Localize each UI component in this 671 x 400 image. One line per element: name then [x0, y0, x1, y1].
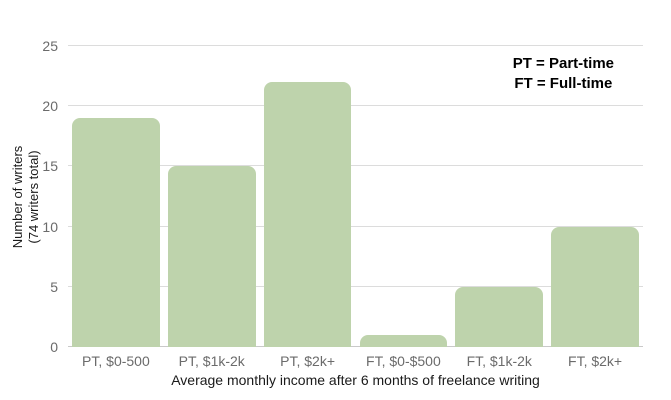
gridline-25	[68, 45, 643, 46]
y-tick-label-15: 15	[42, 158, 58, 175]
bar-pt-0-500	[72, 118, 160, 347]
x-tick-label-5: FT, $2k+	[568, 353, 623, 369]
x-tick-label-4: FT, $1k-2k	[466, 353, 532, 369]
x-tick-label-2: PT, $2k+	[280, 353, 335, 369]
x-tick-label-0: PT, $0-500	[82, 353, 150, 369]
gridline-5	[68, 285, 643, 287]
bar-ft-2k	[551, 226, 639, 347]
x-tick-label-1: PT, $1k-2k	[178, 353, 245, 369]
y-tick-label-25: 25	[42, 38, 58, 54]
y-tick-label-10: 10	[42, 218, 58, 235]
x-axis-title: Average monthly income after 6 months of…	[171, 372, 540, 388]
x-tick-label-3: FT, $0-$500	[366, 353, 441, 369]
bar-ft-1k-2k	[455, 286, 544, 347]
legend-line-part-time: PT = Part-time	[512, 55, 614, 72]
chart-legend: PT = Part-time FT = Full-time	[513, 54, 614, 94]
plot-area	[68, 45, 643, 347]
bar-pt-1k-2k	[167, 166, 256, 347]
bar-ft-0-500	[359, 334, 448, 347]
gridline-15	[68, 165, 643, 167]
bar-pt-2k	[263, 82, 352, 347]
legend-line-full-time: FT = Full-time	[514, 75, 613, 92]
gridline-20	[68, 105, 643, 107]
gridline-10	[68, 225, 643, 227]
y-tick-label-0: 0	[50, 339, 58, 355]
x-axis-line	[68, 346, 643, 347]
y-tick-label-20: 20	[42, 98, 58, 115]
y-tick-label-5: 5	[50, 278, 58, 295]
